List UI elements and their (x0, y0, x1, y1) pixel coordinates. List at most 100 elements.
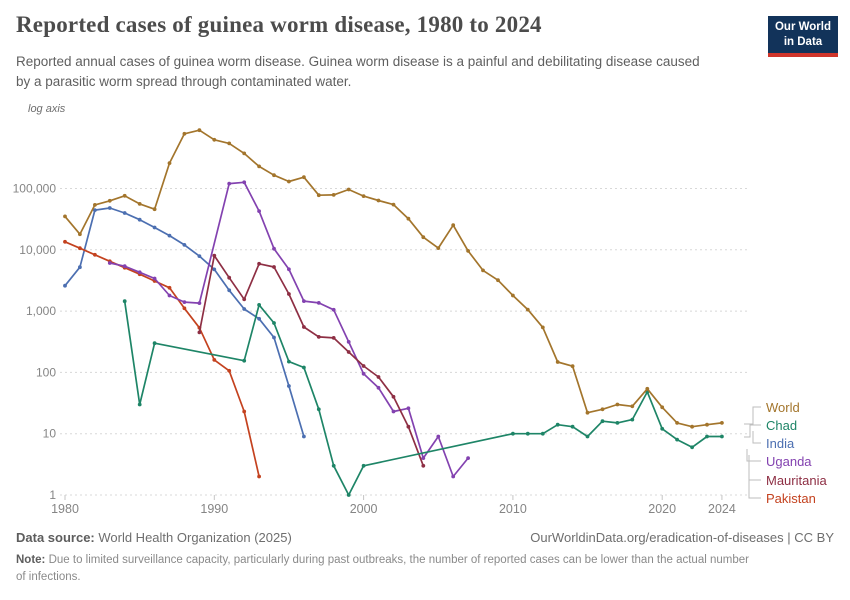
data-point-world (481, 268, 485, 273)
data-point-india (63, 283, 67, 288)
data-point-india (107, 206, 112, 210)
data-point-world (436, 246, 441, 251)
data-point-mauritania (361, 364, 366, 368)
legend-item-india[interactable]: India (766, 436, 795, 451)
data-point-mauritania (227, 275, 232, 280)
legend-leader-line (748, 455, 761, 481)
data-point-mauritania (197, 330, 202, 335)
legend-leader-line (744, 424, 761, 438)
legend-item-uganda[interactable]: Uganda (766, 454, 812, 469)
data-point-world (302, 175, 306, 180)
data-point-india (167, 233, 172, 238)
data-point-mauritania (406, 424, 411, 429)
owid-url-link[interactable]: OurWorldinData.org/eradication-of-diseas… (530, 530, 784, 545)
data-point-chad (257, 303, 261, 307)
data-point-chad (690, 445, 694, 450)
legend-item-mauritania[interactable]: Mauritania (766, 473, 827, 488)
y-axis-tick-label: 1 (49, 488, 56, 502)
data-point-world (361, 194, 366, 198)
y-axis-tick-label: 100,000 (13, 182, 57, 196)
data-point-world (287, 179, 291, 184)
data-point-chad (346, 493, 351, 497)
data-point-chad (615, 421, 620, 425)
legend-item-pakistan[interactable]: Pakistan (766, 491, 816, 506)
data-point-world (152, 207, 157, 212)
data-point-mauritania (421, 463, 426, 468)
legend-item-world[interactable]: World (766, 400, 800, 415)
data-point-world (107, 198, 112, 203)
data-point-world (630, 404, 635, 409)
data-point-mauritania (316, 335, 321, 339)
y-axis-tick-label: 1,000 (26, 304, 56, 318)
footer-divider: | (783, 530, 795, 545)
data-point-world (451, 223, 456, 228)
data-point-pakistan (167, 285, 172, 290)
series-line-india (64, 207, 305, 437)
data-point-world (496, 278, 500, 283)
data-point-india (197, 254, 202, 258)
data-point-uganda (182, 300, 187, 304)
data-point-world (660, 405, 665, 410)
x-axis-tick-label: 2010 (499, 502, 527, 516)
data-point-world (376, 198, 381, 203)
data-point-world (585, 410, 590, 415)
data-point-world (227, 141, 232, 146)
data-point-uganda (451, 474, 456, 479)
data-point-world (242, 151, 247, 156)
legend-item-chad[interactable]: Chad (766, 418, 798, 433)
data-point-world (212, 137, 217, 142)
note-label: Note: (16, 554, 46, 566)
data-point-mauritania (242, 297, 247, 302)
data-point-world (63, 214, 67, 219)
data-point-world (93, 203, 97, 207)
page-title: Reported cases of guinea worm disease, 1… (16, 12, 542, 37)
chart-subtitle: Reported annual cases of guinea worm dis… (16, 54, 700, 89)
note-text: Due to limited surveillance capacity, pa… (16, 554, 749, 584)
legend-leader-line (752, 431, 761, 444)
data-point-uganda (302, 299, 306, 303)
chart-area: 100,000 10,000 1,000 100 10 1 1980 1990 2000 2010… (0, 100, 850, 525)
data-point-world (720, 421, 724, 425)
x-axis-tick-label: 1980 (51, 502, 79, 516)
data-point-chad (600, 419, 605, 424)
footer-note: Note: Due to limited surveillance capaci… (16, 552, 756, 587)
data-point-mauritania (391, 394, 396, 399)
x-axis-tick-label: 1990 (200, 502, 228, 516)
x-axis-tick-label: 2020 (648, 502, 676, 516)
data-point-chad (331, 463, 336, 468)
data-point-mauritania (272, 265, 276, 269)
y-axis-tick-label: 100 (36, 365, 56, 379)
data-point-uganda (107, 261, 112, 265)
data-point-pakistan (78, 246, 82, 251)
data-point-uganda (122, 264, 127, 269)
data-point-india (287, 384, 291, 388)
data-point-chad (705, 434, 709, 439)
data-point-uganda (152, 276, 157, 281)
data-point-world (137, 202, 142, 206)
data-source-label: Data source: (16, 530, 95, 545)
data-point-world (391, 202, 396, 207)
data-point-mauritania (331, 336, 336, 340)
data-point-mauritania (302, 325, 306, 329)
legend-leader-line (746, 449, 761, 462)
data-point-chad (287, 359, 291, 364)
data-point-world (406, 216, 411, 221)
data-point-pakistan (242, 409, 247, 414)
data-point-world (346, 187, 351, 192)
data-point-world (690, 424, 694, 429)
data-point-world (570, 364, 575, 369)
data-point-uganda (227, 181, 232, 186)
footer-source-line: OurWorldinData.org/eradication-of-diseas… (16, 530, 834, 545)
data-point-world (645, 386, 650, 391)
data-point-india (78, 265, 82, 270)
data-point-pakistan (257, 474, 261, 479)
data-point-chad (361, 463, 366, 468)
data-point-india (122, 211, 127, 215)
data-point-uganda (406, 406, 411, 411)
data-point-world (540, 325, 545, 330)
data-point-chad (511, 431, 515, 436)
data-point-chad (660, 426, 665, 431)
data-point-uganda (421, 456, 426, 460)
data-point-uganda (316, 301, 321, 305)
data-point-mauritania (257, 261, 261, 266)
